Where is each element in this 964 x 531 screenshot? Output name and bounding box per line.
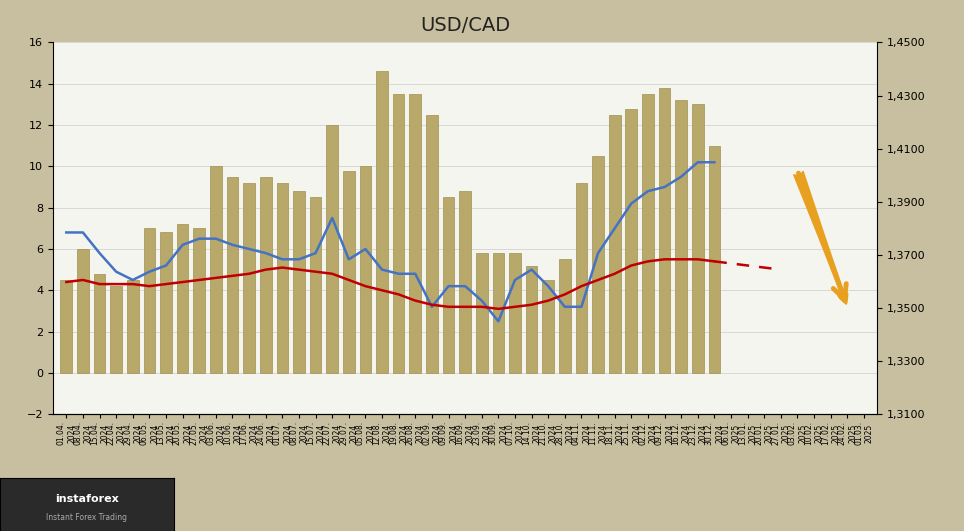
Bar [559,259,571,373]
Text: Instant Forex Trading: Instant Forex Trading [46,513,127,522]
Bar [343,170,355,373]
Bar [227,177,238,373]
Bar [576,183,587,373]
Bar [709,145,720,373]
Bar [509,253,521,373]
Bar [176,224,188,373]
Bar [393,94,405,373]
Bar [194,228,205,373]
Bar [426,115,438,373]
Bar [525,266,537,373]
Bar [410,94,421,373]
Bar [592,156,603,373]
Bar [127,280,139,373]
Title: USD/CAD: USD/CAD [420,16,510,36]
Bar [692,105,704,373]
Bar [61,280,72,373]
Bar [94,274,105,373]
Bar [144,228,155,373]
Bar [676,100,687,373]
Bar [493,253,504,373]
Bar [243,183,254,373]
Bar [327,125,338,373]
Bar [277,183,288,373]
Bar [260,177,272,373]
Bar [543,280,554,373]
Bar [459,191,471,373]
Text: instaforex: instaforex [55,494,119,504]
Bar [442,198,454,373]
Bar [77,249,89,373]
Bar [309,198,321,373]
Bar [642,94,654,373]
Bar [210,166,222,373]
Bar [376,71,388,373]
Bar [476,253,488,373]
Bar [293,191,305,373]
Bar [110,286,122,373]
Bar [658,88,670,373]
Bar [360,166,371,373]
Bar [626,108,637,373]
Bar [609,115,621,373]
Bar [160,233,172,373]
